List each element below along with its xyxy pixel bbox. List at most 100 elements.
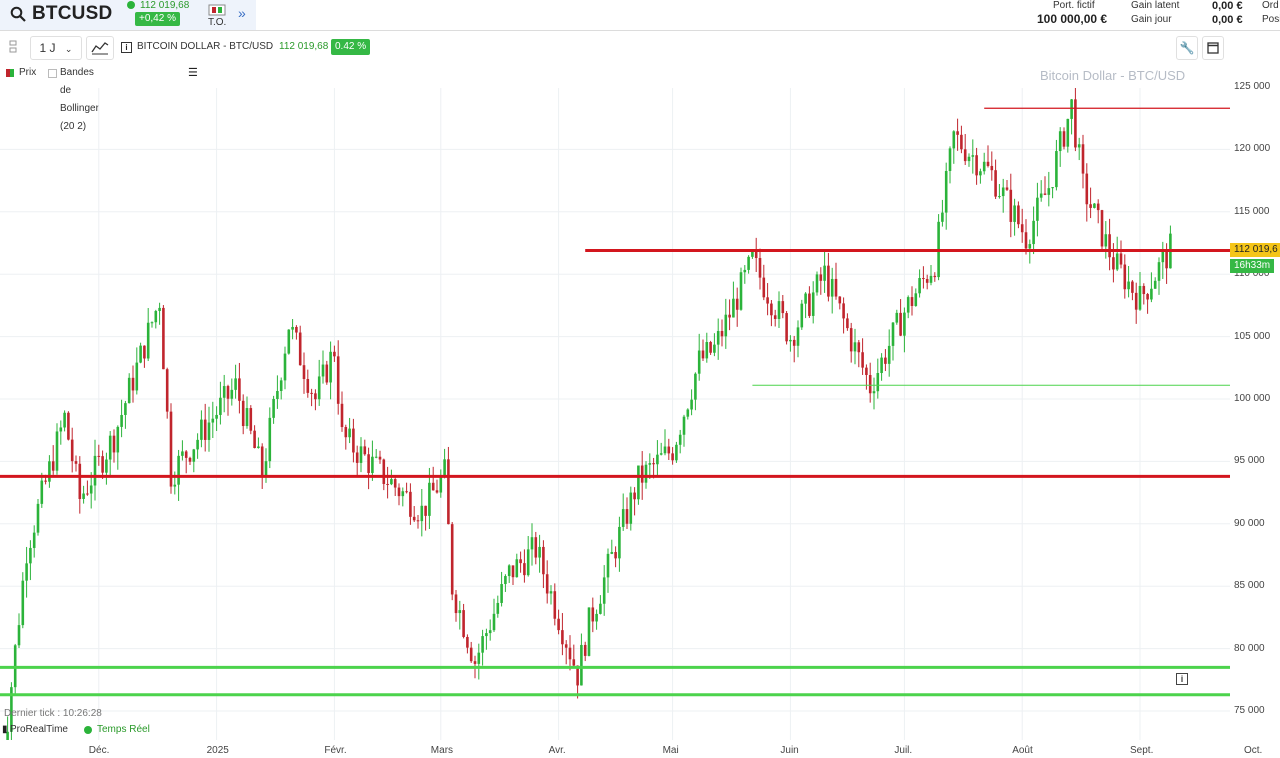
candle-body: [572, 659, 576, 666]
candle-body: [165, 369, 169, 412]
candle-body: [279, 380, 283, 391]
candle-body: [336, 356, 340, 404]
candle-body: [363, 446, 367, 455]
candle-body: [112, 435, 116, 453]
candle-body: [108, 435, 112, 460]
candle-body: [880, 357, 883, 374]
orders-label[interactable]: Ord: [1262, 0, 1279, 11]
interval-select[interactable]: 1 J ⌄: [30, 36, 82, 60]
candle-body: [751, 251, 754, 257]
candle-body: [777, 301, 781, 319]
candle-body: [55, 431, 59, 471]
candle-body: [1055, 151, 1058, 188]
candle-body: [906, 297, 910, 313]
candle-body: [333, 351, 336, 357]
candle-body: [785, 313, 788, 342]
candle-body: [492, 613, 496, 631]
candle-body: [78, 463, 82, 499]
window-button[interactable]: [1202, 36, 1224, 60]
candle-body: [481, 636, 484, 653]
candle-body: [1161, 251, 1165, 263]
bollinger-checkbox[interactable]: [48, 69, 57, 78]
x-tick-label: Juin: [780, 745, 799, 756]
candle-body: [306, 379, 310, 393]
candle-body: [766, 297, 769, 304]
candle-body: [222, 386, 226, 398]
x-tick-label: Mai: [662, 745, 679, 756]
candle-body: [709, 342, 712, 353]
x-tick-label: Avr.: [548, 745, 566, 756]
candle-body: [1081, 144, 1085, 174]
candle-body: [591, 607, 595, 622]
candle-body: [1085, 173, 1089, 205]
y-tick-label: 115 000: [1234, 205, 1270, 217]
candle-body: [1157, 262, 1161, 281]
candle-body: [238, 378, 241, 401]
candle-body: [143, 345, 146, 359]
y-tick-label: 80 000: [1234, 642, 1265, 654]
candle-body: [846, 318, 849, 329]
list-icon[interactable]: ☰: [188, 67, 198, 79]
candle-body: [382, 459, 386, 484]
candle-body: [773, 315, 777, 319]
y-tick-label: 90 000: [1234, 517, 1265, 529]
info-icon[interactable]: i: [1176, 673, 1188, 685]
y-tick-label: 110 000: [1234, 268, 1270, 280]
symbol-search[interactable]: BTCUSD 112 019,68 +0,42 % T.O. »: [0, 0, 256, 30]
candle-body: [804, 293, 807, 304]
to-label[interactable]: T.O.: [208, 17, 227, 28]
candle-body: [694, 373, 697, 400]
candle-body: [933, 275, 937, 278]
candle-body: [838, 296, 842, 304]
candle-body: [1138, 285, 1142, 310]
candle-body: [728, 314, 731, 318]
candle-body: [887, 345, 891, 364]
candle-body: [747, 256, 750, 270]
candle-body: [1043, 193, 1047, 195]
candle-body: [629, 492, 633, 524]
price-chart[interactable]: [0, 88, 1230, 740]
candle-body: [732, 298, 735, 318]
candle-body: [534, 537, 538, 558]
candle-body: [359, 446, 363, 463]
candle-body: [667, 446, 671, 454]
positions-label[interactable]: Posi: [1262, 14, 1280, 25]
candle-body: [842, 303, 845, 319]
settings-button[interactable]: 🔧: [1176, 36, 1198, 60]
candle-body: [580, 644, 583, 686]
candle-body: [458, 610, 462, 614]
price-legend-swatch-icon[interactable]: [6, 69, 14, 77]
candle-body: [1127, 281, 1130, 290]
candle-body: [823, 265, 826, 281]
candle-body: [268, 417, 272, 462]
candle-body: [420, 505, 424, 522]
candle-body: [800, 303, 804, 328]
candle-body: [602, 577, 606, 604]
gain-latent-value: 0,00 €: [1212, 0, 1243, 12]
price-legend-label[interactable]: Prix: [19, 67, 37, 78]
candle-body: [203, 419, 207, 440]
candle-body: [583, 644, 587, 656]
chart-type-button[interactable]: [86, 36, 114, 60]
candle-body: [914, 293, 918, 306]
drag-handle-icon[interactable]: [4, 36, 22, 58]
candle-body: [355, 452, 359, 463]
instrument-info-icon[interactable]: i: [121, 42, 132, 53]
candle-body: [1150, 288, 1153, 300]
last-tick-label: Dernier tick : 10:26:28: [4, 708, 102, 719]
bollinger-legend-label[interactable]: Bandes de Bollinger (20 2): [60, 67, 99, 132]
candle-body: [640, 465, 644, 483]
candle-body: [469, 647, 473, 662]
candle-body: [713, 344, 716, 353]
portfolio-label: Port. fictif: [1053, 0, 1095, 11]
double-chevron-right-icon[interactable]: »: [238, 5, 246, 21]
candle-body: [701, 350, 705, 359]
candle-body: [169, 411, 173, 487]
candle-body: [181, 451, 184, 456]
candle-body: [523, 563, 526, 576]
candle-body: [283, 353, 287, 381]
order-ticket-icon[interactable]: [208, 4, 226, 16]
candle-body: [625, 509, 629, 524]
x-tick-label: Août: [1012, 745, 1033, 756]
candle-body: [614, 552, 617, 559]
